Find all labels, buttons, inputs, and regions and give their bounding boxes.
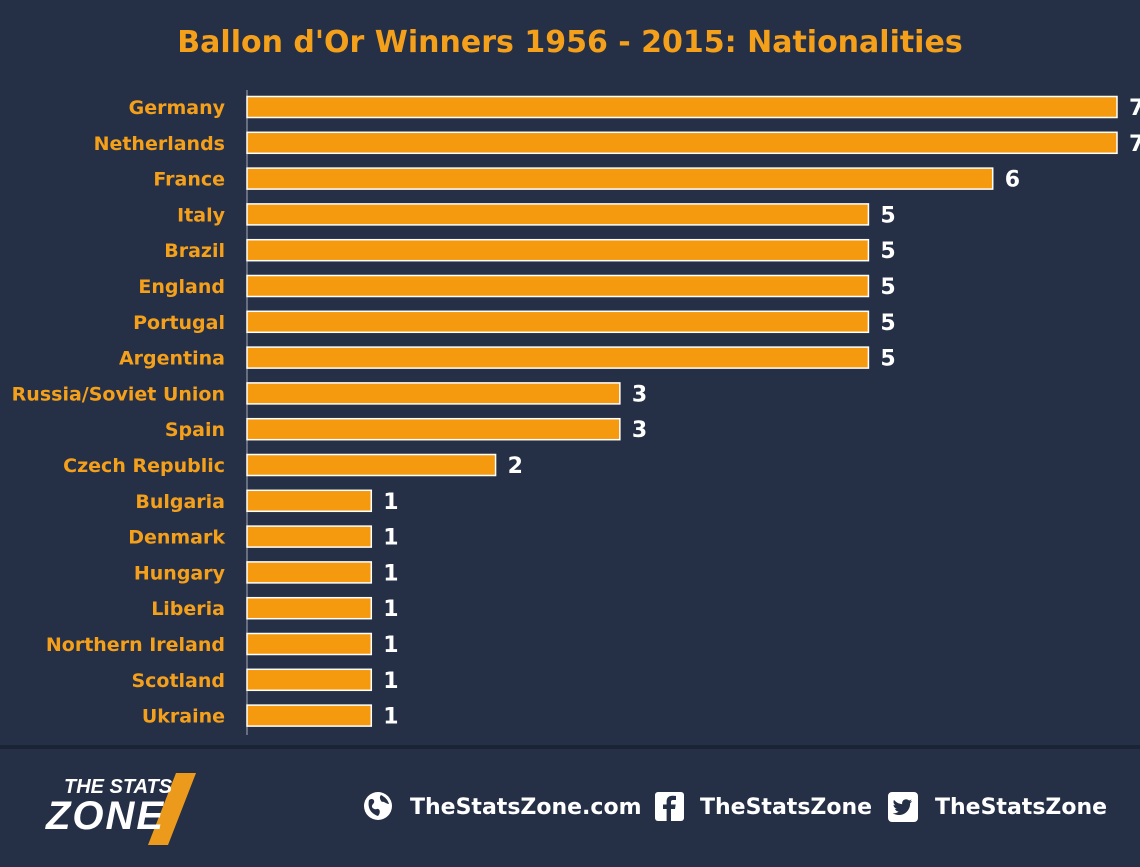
data-label: 7 (1129, 132, 1140, 157)
category-label: Northern Ireland (46, 634, 225, 656)
footer-divider (0, 745, 1140, 749)
data-label: 5 (880, 239, 895, 264)
facebook-icon[interactable] (655, 792, 684, 821)
category-label: Hungary (134, 562, 226, 584)
footer-graphics: THE STATS ZONE TheStatsZone.com TheStats… (45, 773, 1107, 845)
chart-title: Ballon d'Or Winners 1956 - 2015: Nationa… (177, 25, 962, 60)
category-label: Brazil (164, 240, 225, 262)
data-label: 1 (383, 526, 398, 551)
footer: THE STATS ZONE TheStatsZone.com TheStats… (0, 749, 1140, 867)
category-label: Ukraine (142, 706, 225, 728)
data-label: 1 (383, 633, 398, 658)
data-label: 3 (632, 418, 647, 443)
bar (246, 417, 621, 441)
data-label: 6 (1005, 168, 1020, 193)
bar (246, 489, 373, 513)
twitter-icon[interactable] (888, 792, 918, 822)
bar (246, 203, 870, 226)
category-label: Russia/Soviet Union (12, 383, 225, 405)
bar (246, 561, 373, 584)
data-label: 5 (880, 275, 895, 300)
data-label: 5 (880, 347, 895, 372)
bar (246, 668, 373, 692)
category-label: Liberia (151, 598, 225, 620)
category-label: France (153, 169, 225, 191)
logo-text-line1: THE STATS (64, 776, 173, 798)
bar (246, 95, 1118, 119)
data-label: 5 (880, 203, 895, 228)
bar (246, 704, 373, 727)
category-label: Germany (129, 97, 226, 119)
category-label: Portugal (133, 312, 225, 334)
category-label: Czech Republic (63, 455, 225, 477)
data-label: 3 (632, 382, 647, 407)
category-label: England (138, 276, 225, 298)
bar (246, 274, 870, 298)
globe-icon[interactable] (364, 792, 392, 820)
bar (246, 238, 870, 262)
logo-text-line2: ZONE (45, 794, 165, 838)
bar (246, 382, 621, 405)
data-label: 1 (383, 705, 398, 730)
twitter-handle[interactable]: TheStatsZone (935, 795, 1107, 820)
category-label: Netherlands (94, 133, 225, 155)
data-label: 1 (383, 490, 398, 515)
data-label: 5 (880, 311, 895, 336)
data-label: 1 (383, 561, 398, 586)
data-label: 7 (1129, 96, 1140, 121)
stats-zone-logo: THE STATS ZONE (45, 773, 196, 845)
website-link[interactable]: TheStatsZone.com (410, 795, 642, 820)
bar (246, 346, 870, 369)
data-label: 1 (383, 597, 398, 622)
category-label: Argentina (119, 348, 225, 370)
bar (246, 453, 497, 477)
bar (246, 167, 994, 190)
bar-chart: Ballon d'Or Winners 1956 - 2015: Nationa… (12, 25, 1140, 735)
bar (246, 632, 373, 656)
data-label: 2 (508, 454, 523, 479)
facebook-handle[interactable]: TheStatsZone (700, 795, 872, 820)
data-label: 1 (383, 669, 398, 694)
category-label: Denmark (128, 527, 225, 549)
bar (246, 131, 1118, 155)
category-label: Scotland (131, 670, 225, 692)
category-label: Bulgaria (135, 491, 225, 513)
bar (246, 525, 373, 548)
bar (246, 596, 373, 620)
category-label: Spain (165, 419, 225, 441)
bar (246, 310, 870, 334)
chart-area: Ballon d'Or Winners 1956 - 2015: Nationa… (11, 25, 1140, 735)
category-label: Italy (177, 204, 225, 226)
bars-group: Germany 7 Netherlands 7 France 6 Italy 5 Brazil 5… (12, 95, 1140, 730)
